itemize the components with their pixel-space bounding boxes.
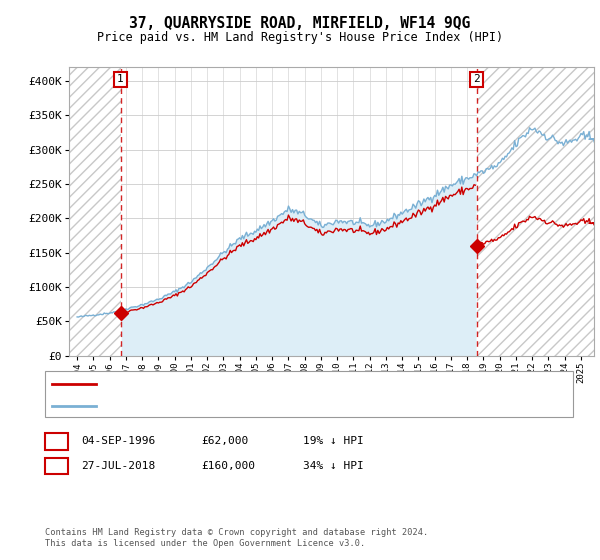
Text: £62,000: £62,000 [201,436,248,446]
Text: 19% ↓ HPI: 19% ↓ HPI [303,436,364,446]
Text: Contains HM Land Registry data © Crown copyright and database right 2024.
This d: Contains HM Land Registry data © Crown c… [45,528,428,548]
Text: 37, QUARRYSIDE ROAD, MIRFIELD, WF14 9QG: 37, QUARRYSIDE ROAD, MIRFIELD, WF14 9QG [130,16,470,31]
Text: £160,000: £160,000 [201,461,255,471]
Text: 1: 1 [53,435,60,448]
Text: HPI: Average price, detached house, Kirklees: HPI: Average price, detached house, Kirk… [102,401,366,410]
Text: 1: 1 [117,74,124,85]
Text: 2: 2 [53,459,60,473]
Text: 37, QUARRYSIDE ROAD, MIRFIELD, WF14 9QG (detached house): 37, QUARRYSIDE ROAD, MIRFIELD, WF14 9QG … [102,379,438,389]
Text: 2: 2 [473,74,480,85]
Text: Price paid vs. HM Land Registry's House Price Index (HPI): Price paid vs. HM Land Registry's House … [97,31,503,44]
Text: 34% ↓ HPI: 34% ↓ HPI [303,461,364,471]
Text: 04-SEP-1996: 04-SEP-1996 [81,436,155,446]
Text: 27-JUL-2018: 27-JUL-2018 [81,461,155,471]
